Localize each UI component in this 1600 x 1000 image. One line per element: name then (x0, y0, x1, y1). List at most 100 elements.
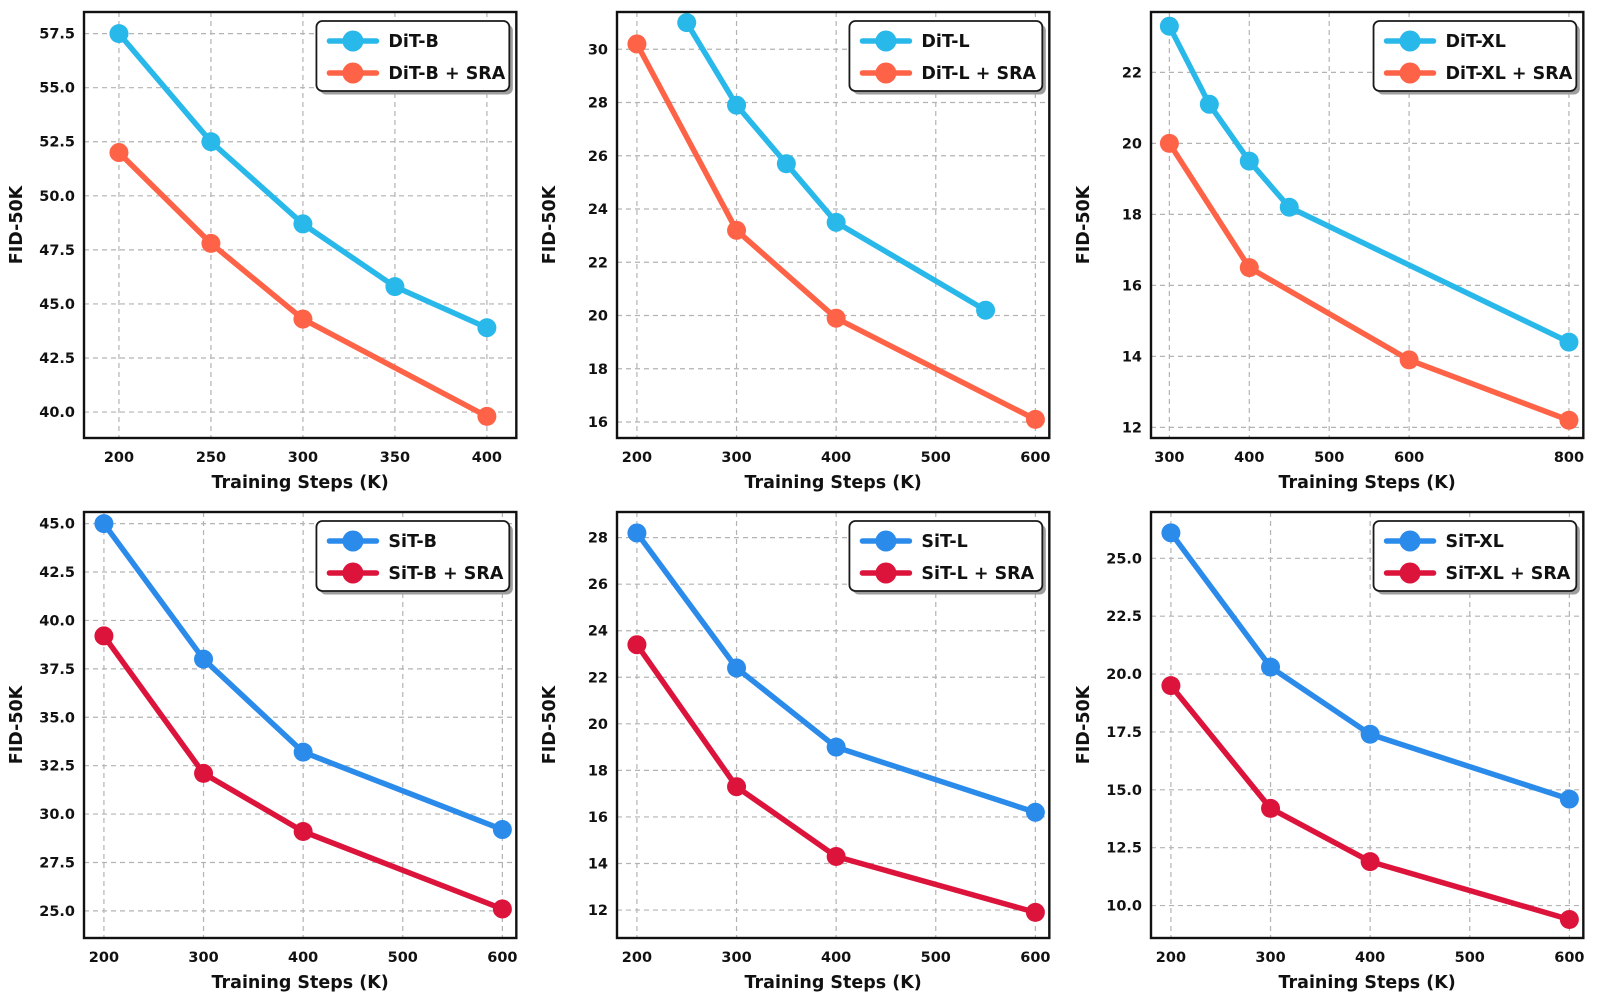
series-markers-sit-b-sra (94, 626, 512, 919)
legend-marker-dot-sit-b-sra (342, 562, 364, 584)
data-point-marker (826, 212, 846, 232)
data-point-marker (293, 309, 313, 329)
legend-marker-dot-sit-l (875, 530, 897, 552)
x-tick-label: 350 (380, 450, 410, 466)
data-point-marker (1260, 798, 1280, 818)
legend-marker-dot-dit-b-sra (342, 62, 364, 84)
data-point-marker (1239, 258, 1259, 278)
x-axis-label: Training Steps (K) (745, 473, 922, 493)
x-tick-label: 400 (821, 450, 851, 466)
y-tick-label: 28 (588, 96, 608, 112)
y-tick-label: 25.0 (39, 904, 75, 920)
legend-label-sit-xl-sra: SiT-XL + SRA (1445, 564, 1570, 584)
data-point-marker (727, 658, 747, 678)
data-point-marker (1159, 133, 1179, 153)
legend-label-dit-l: DiT-L (922, 32, 970, 52)
x-tick-label: 500 (1454, 950, 1484, 966)
x-tick-label: 200 (1155, 950, 1185, 966)
y-tick-label: 28 (588, 531, 608, 547)
x-tick-label: 600 (1394, 450, 1424, 466)
x-axis-label: Training Steps (K) (212, 973, 389, 993)
data-point-marker (826, 308, 846, 328)
x-tick-label: 600 (487, 950, 517, 966)
legend-label-sit-xl: SiT-XL (1445, 532, 1503, 552)
data-point-marker (826, 737, 846, 757)
y-tick-label: 15.0 (1106, 783, 1142, 799)
plot-border (616, 10, 1051, 440)
x-tick-label: 600 (1021, 950, 1051, 966)
y-tick-label: 37.5 (39, 662, 75, 678)
y-tick-label: 26 (588, 149, 608, 165)
series-line-sit-xl-sra (1167, 682, 1572, 923)
y-tick-label: 24 (588, 624, 608, 640)
y-tick-label: 16 (588, 415, 608, 431)
data-point-marker (1559, 789, 1579, 809)
y-tick-label: 42.5 (39, 565, 75, 581)
y-tick-label: 18 (1121, 207, 1141, 223)
data-point-marker (1559, 332, 1579, 352)
data-point-marker (727, 95, 747, 115)
data-point-marker (1559, 410, 1579, 430)
legend: SiT-L SiT-L + SRA (848, 520, 1047, 595)
chart-sit-l: 200 300 400 500 600 12 14 16 18 20 22 24 26 28 Trainin… (540, 510, 1051, 993)
legend-marker-dot-dit-xl (1399, 30, 1421, 52)
y-tick-label: 40.0 (39, 613, 75, 629)
x-tick-label: 200 (104, 450, 134, 466)
x-tick-label: 400 (1355, 950, 1385, 966)
data-point-marker (1161, 676, 1181, 696)
y-tick-label: 50.0 (39, 189, 75, 205)
legend-label-sit-l-sra: SiT-L + SRA (922, 564, 1035, 584)
y-tick-label: 14 (1121, 349, 1141, 365)
data-point-marker (293, 742, 313, 762)
y-tick-label: 20 (1121, 136, 1141, 152)
data-point-marker (1026, 902, 1046, 922)
x-tick-label: 500 (388, 950, 418, 966)
series-markers-dit-l-sra (627, 34, 1046, 429)
y-tick-label: 22 (1121, 65, 1141, 81)
y-tick-label: 57.5 (39, 27, 75, 43)
y-tick-label: 42.5 (39, 351, 75, 367)
data-point-marker (477, 406, 497, 426)
subplot-dit-l: 200 300 400 500 600 16 18 20 22 24 26 28 30 Training … (533, 0, 1066, 500)
data-point-marker (1260, 657, 1280, 677)
y-axis-label: FID-50K (1074, 184, 1094, 264)
legend-label-sit-l: SiT-L (922, 532, 968, 552)
subplot-sit-b: 200 300 400 500 600 25.0 27.5 30.0 32.5 35.0 37.5 4… (0, 500, 533, 1000)
y-axis-label: FID-50K (1074, 684, 1094, 764)
x-tick-label: 500 (921, 450, 951, 466)
y-tick-label: 52.5 (39, 135, 75, 151)
x-tick-label: 400 (472, 450, 502, 466)
plot-border (1149, 510, 1585, 940)
y-tick-label: 12 (588, 903, 608, 919)
x-tick-label: 400 (1234, 450, 1264, 466)
x-tick-label: 200 (622, 950, 652, 966)
series-markers-dit-b-sra (109, 143, 497, 426)
x-tick-label: 300 (288, 450, 318, 466)
legend: DiT-XL DiT-XL + SRA (1372, 20, 1580, 95)
data-point-marker (201, 132, 221, 152)
data-point-marker (677, 13, 697, 33)
x-tick-label: 600 (1554, 950, 1584, 966)
y-tick-label: 20.0 (1106, 667, 1142, 683)
x-tick-label: 300 (188, 950, 218, 966)
series-markers-dit-xl-sra (1159, 133, 1579, 430)
legend-label-dit-b: DiT-B (388, 32, 438, 52)
data-point-marker (293, 214, 313, 234)
data-point-marker (1279, 197, 1299, 217)
y-tick-label: 45.0 (39, 517, 75, 533)
y-tick-label: 18 (588, 763, 608, 779)
data-point-marker (94, 626, 114, 646)
subplot-dit-b: 200 250 300 350 400 40.0 42.5 45.0 47.5 50.0 52.5 5… (0, 0, 533, 500)
data-point-marker (1360, 724, 1380, 744)
plot-border (1149, 10, 1585, 440)
data-point-marker (727, 220, 747, 240)
data-point-marker (1239, 151, 1259, 171)
data-point-marker (293, 821, 313, 841)
y-tick-label: 22 (588, 255, 608, 271)
x-tick-label: 250 (196, 450, 226, 466)
chart-dit-b: 200 250 300 350 400 40.0 42.5 45.0 47.5 50.0 52.5 5… (7, 10, 518, 493)
subplot-sit-l: 200 300 400 500 600 12 14 16 18 20 22 24 26 28 Trainin… (533, 500, 1066, 1000)
x-tick-label: 400 (821, 950, 851, 966)
y-tick-label: 40.0 (39, 405, 75, 421)
y-tick-label: 22.5 (1106, 609, 1142, 625)
